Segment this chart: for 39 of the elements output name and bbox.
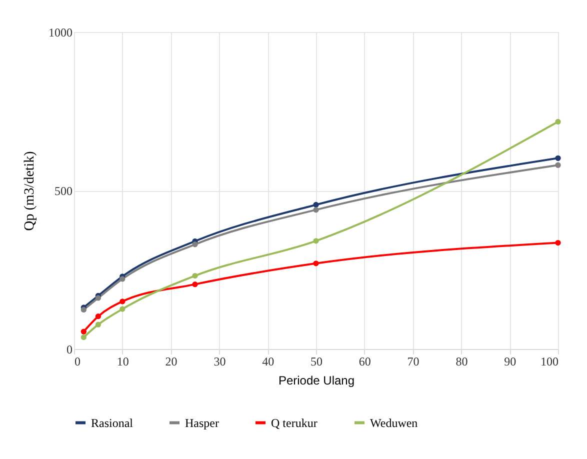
- legend-label: Q terukur: [271, 416, 318, 430]
- y-tick-label: 500: [54, 184, 72, 198]
- point: [120, 276, 126, 282]
- point: [80, 328, 87, 334]
- point: [95, 295, 102, 301]
- x-tick-label: 50: [310, 354, 322, 368]
- legend-label: Weduwen: [370, 416, 418, 430]
- point: [555, 240, 561, 246]
- point: [192, 282, 198, 288]
- point: [313, 207, 319, 213]
- point: [95, 322, 102, 328]
- point: [313, 238, 319, 244]
- x-tick-label: 60: [358, 354, 371, 368]
- point: [80, 334, 87, 340]
- point: [192, 272, 198, 279]
- point: [120, 306, 126, 312]
- x-tick-label: 30: [214, 354, 226, 368]
- legend-label: Rasional: [91, 416, 134, 430]
- point: [313, 260, 319, 266]
- x-axis-title: Periode Ulang: [278, 374, 355, 388]
- point: [80, 306, 87, 313]
- x-tick-label: 20: [165, 354, 178, 368]
- x-tick-label: 90: [504, 354, 516, 368]
- point: [120, 298, 126, 304]
- y-tick-label: 0: [66, 342, 72, 356]
- point: [555, 155, 561, 161]
- x-tick-label: 40: [262, 354, 274, 368]
- point: [555, 162, 561, 168]
- x-tick-label: 80: [456, 354, 468, 368]
- x-tick-label: 10: [116, 354, 129, 368]
- point: [95, 314, 102, 320]
- y-axis-title: Qp (m3/detik): [22, 150, 38, 231]
- point: [313, 202, 319, 208]
- x-tick-label: 100: [540, 354, 558, 368]
- point: [555, 118, 561, 125]
- point: [192, 242, 198, 248]
- y-tick-label: 1000: [48, 26, 72, 40]
- x-tick-label: 70: [407, 354, 420, 368]
- legend-label: Hasper: [185, 416, 219, 430]
